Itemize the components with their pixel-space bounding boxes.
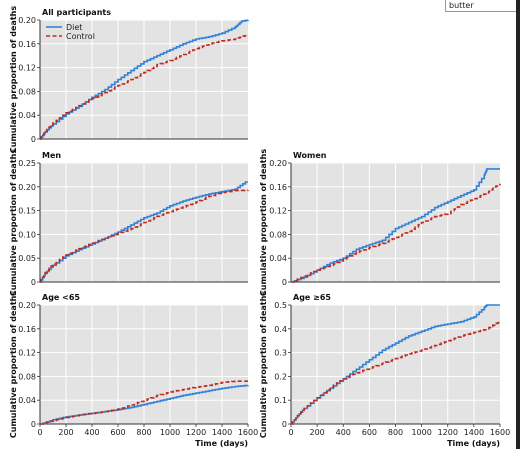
y-axis-label: Cumulative proportion of deaths bbox=[9, 6, 18, 153]
x-tick-label: 1000 bbox=[411, 428, 431, 437]
y-tick-label: 0 bbox=[282, 420, 287, 429]
y-tick-label: 0.15 bbox=[18, 207, 36, 216]
y-tick-label: 0.04 bbox=[269, 254, 287, 263]
legend-label-diet: Diet bbox=[66, 23, 82, 32]
x-tick-label: 200 bbox=[309, 428, 324, 437]
x-tick-label: 800 bbox=[388, 428, 403, 437]
y-tick-label: 0.10 bbox=[18, 230, 36, 239]
x-tick-label: 600 bbox=[362, 428, 377, 437]
y-tick-label: 0 bbox=[282, 278, 287, 287]
x-tick-label: 1600 bbox=[490, 428, 510, 437]
series-line-control bbox=[40, 380, 248, 425]
x-tick-label: 0 bbox=[37, 428, 42, 437]
y-tick-label: 0.1 bbox=[274, 396, 287, 405]
y-tick-label: 0.05 bbox=[18, 254, 36, 263]
y-tick-label: 0.20 bbox=[18, 301, 36, 310]
y-tick-label: 0.04 bbox=[18, 111, 36, 120]
series-line-control bbox=[291, 183, 501, 283]
y-tick-label: 0.4 bbox=[274, 325, 287, 334]
y-tick-label: 0.2 bbox=[274, 372, 287, 381]
x-axis-label: Time (days) bbox=[195, 439, 248, 448]
y-tick-label: 0.12 bbox=[18, 349, 36, 358]
y-axis-label: Cumulative proportion of deaths bbox=[9, 291, 18, 438]
series-line-diet bbox=[291, 304, 500, 425]
x-tick-label: 1600 bbox=[238, 428, 258, 437]
window-edge bbox=[516, 0, 520, 449]
y-tick-label: 0.04 bbox=[18, 396, 36, 405]
y-axis-label: Cumulative proportion of deaths bbox=[9, 149, 18, 296]
x-tick-label: 600 bbox=[110, 428, 125, 437]
y-axis-label: Cumulative proportion of deaths bbox=[259, 149, 268, 296]
x-tick-label: 400 bbox=[84, 428, 99, 437]
y-tick-label: 0.20 bbox=[18, 16, 36, 25]
y-tick-label: 0.12 bbox=[269, 207, 287, 216]
panel-title: All participants bbox=[42, 8, 111, 17]
series-line-diet bbox=[40, 181, 248, 283]
y-axis-label: Cumulative proportion of deaths bbox=[259, 291, 268, 438]
y-tick-label: 0.16 bbox=[18, 325, 36, 334]
y-tick-label: 0 bbox=[31, 420, 36, 429]
y-tick-label: 0.16 bbox=[269, 183, 287, 192]
y-tick-label: 0.20 bbox=[269, 159, 287, 168]
x-tick-label: 800 bbox=[136, 428, 151, 437]
y-tick-label: 0.3 bbox=[274, 349, 287, 358]
y-tick-label: 0.20 bbox=[18, 183, 36, 192]
x-tick-label: 0 bbox=[288, 428, 293, 437]
x-tick-label: 1200 bbox=[438, 428, 458, 437]
series-line-diet bbox=[291, 168, 500, 283]
x-tick-label: 1400 bbox=[464, 428, 484, 437]
x-axis-label: Time (days) bbox=[447, 439, 500, 448]
x-tick-label: 200 bbox=[58, 428, 73, 437]
y-tick-label: 0 bbox=[31, 135, 36, 144]
panel-title: Age ≥65 bbox=[293, 293, 331, 302]
legend-label-control: Control bbox=[66, 32, 95, 41]
x-tick-label: 1200 bbox=[186, 428, 206, 437]
x-tick-label: 1000 bbox=[160, 428, 180, 437]
series-line-diet bbox=[40, 384, 249, 425]
y-tick-label: 0.08 bbox=[18, 372, 36, 381]
y-tick-label: 0.5 bbox=[274, 301, 287, 310]
top-bar bbox=[0, 0, 520, 16]
x-tick-label: 1400 bbox=[212, 428, 232, 437]
panel-title: Men bbox=[42, 151, 61, 160]
y-tick-label: 0.08 bbox=[18, 87, 36, 96]
series-line-control bbox=[40, 34, 249, 140]
panel-title: Women bbox=[293, 151, 327, 160]
series-line-control bbox=[291, 321, 501, 425]
series-line-diet bbox=[40, 19, 249, 140]
y-tick-label: 0.12 bbox=[18, 64, 36, 73]
y-tick-label: 0.08 bbox=[269, 230, 287, 239]
y-tick-label: 0.16 bbox=[18, 40, 36, 49]
x-tick-label: 400 bbox=[336, 428, 351, 437]
y-tick-label: 0 bbox=[31, 278, 36, 287]
y-tick-label: 0.25 bbox=[18, 159, 36, 168]
panel-title: Age <65 bbox=[42, 293, 80, 302]
